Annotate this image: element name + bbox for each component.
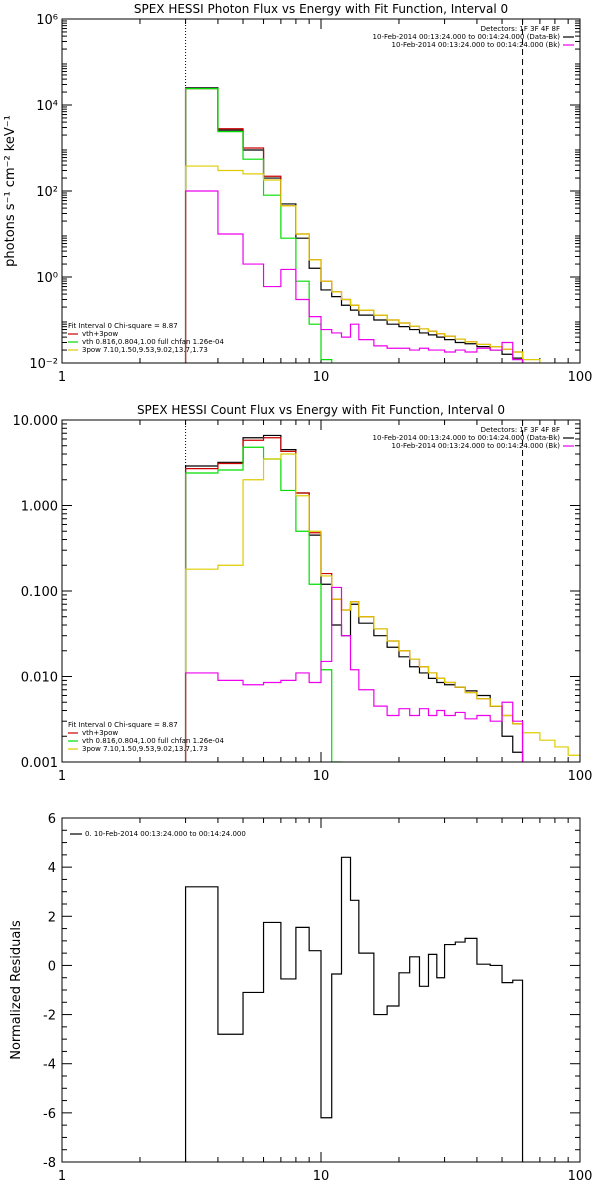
x-tick-label: 10	[313, 1169, 330, 1184]
y-tick-label: 10⁶	[36, 13, 58, 28]
y-tick-label: 0.100	[21, 585, 58, 600]
chart-panel-0: SPEX HESSI Photon Flux vs Energy with Fi…	[3, 2, 592, 385]
y-tick-label: 10²	[36, 185, 58, 200]
legend-text: vth+3pow	[82, 330, 118, 338]
legend-text: 3pow 7.10,1.50,9.53,9.02,13.7,1.73	[82, 346, 208, 354]
y-tick-label: 10⁴	[36, 99, 58, 114]
x-tick-label: 100	[568, 769, 593, 784]
y-tick-label: 10⁰	[36, 271, 58, 286]
legend-text: 10-Feb-2014 00:13:24.000 to 00:14:24.000…	[373, 33, 561, 41]
y-tick-label: 0.010	[21, 671, 58, 686]
plot-frame	[61, 419, 581, 763]
series-line-2	[184, 446, 342, 762]
plot-frame	[61, 817, 581, 1163]
plot-frame	[61, 18, 581, 364]
y-tick-label: 10.000	[13, 414, 59, 429]
legend-text: 3pow 7.10,1.50,9.53,9.02,13.7,1.73	[82, 745, 208, 753]
series-line-4	[184, 586, 524, 762]
y-tick-label: 0	[48, 959, 56, 974]
y-tick-label: 2	[48, 910, 56, 925]
legend-text: 10-Feb-2014 00:13:24.000 to 00:14:24.000…	[373, 434, 561, 442]
legend-text: vth 0.816,0.804,1.00 full chfan 1.26e-04	[82, 338, 224, 346]
y-tick-label: 0.001	[21, 756, 58, 771]
chart-panel-2: 1 10 100 -8 -6 -4 -2 0 2 4 6 Normalized Residuals 0.…	[9, 812, 592, 1184]
y-tick-label: 10⁻²	[29, 357, 58, 372]
series-group	[184, 87, 556, 363]
series-line-0	[184, 856, 524, 1162]
x-tick-label: 10	[313, 370, 330, 385]
series-line-3	[184, 453, 580, 762]
series-group	[184, 856, 524, 1162]
y-tick-label: 1.000	[21, 500, 58, 515]
y-tick-label: -8	[43, 1156, 56, 1171]
series-line-1	[184, 437, 524, 762]
legend-text: 10-Feb-2014 00:13:24.000 to 00:14:24.000…	[392, 442, 561, 450]
series-line-0	[184, 434, 524, 762]
y-axis-label: photons s⁻¹ cm⁻² keV⁻¹	[3, 115, 18, 267]
x-tick-label: 1	[58, 370, 66, 385]
legend-text: Fit Interval 0 Chi-square = 8.87	[68, 721, 178, 729]
legend-text: 10-Feb-2014 00:13:24.000 to 00:14:24.000…	[392, 41, 561, 49]
series-line-4	[184, 190, 524, 363]
y-tick-label: -6	[43, 1107, 56, 1122]
legend-text: vth 0.816,0.804,1.00 full chfan 1.26e-04	[82, 737, 224, 745]
chart-title: SPEX HESSI Count Flux vs Energy with Fit…	[137, 403, 505, 417]
chart-title: SPEX HESSI Photon Flux vs Energy with Fi…	[134, 2, 508, 16]
x-tick-label: 1	[58, 1169, 66, 1184]
y-tick-label: 4	[48, 861, 56, 876]
x-tick-label: 100	[568, 1169, 593, 1184]
chart-panel-1: SPEX HESSI Count Flux vs Energy with Fit…	[13, 403, 593, 784]
legend-text: vth+3pow	[82, 729, 118, 737]
y-axis-label: Normalized Residuals	[9, 920, 24, 1060]
legend-text: Fit Interval 0 Chi-square = 8.87	[68, 322, 178, 330]
legend-text: Detectors: 1F 3F 4F 8F	[481, 25, 560, 33]
y-tick-label: -2	[43, 1009, 56, 1024]
x-tick-label: 10	[313, 769, 330, 784]
x-tick-label: 1	[58, 769, 66, 784]
series-line-3	[184, 165, 556, 363]
legend-text: Detectors: 1F 3F 4F 8F	[481, 426, 560, 434]
x-tick-label: 100	[568, 370, 593, 385]
legend-text: 0. 10-Feb-2014 00:13:24.000 to 00:14:24.…	[85, 830, 246, 838]
y-tick-label: 6	[48, 812, 56, 827]
series-group	[184, 434, 580, 762]
y-tick-label: -4	[43, 1058, 56, 1073]
series-line-2	[184, 88, 360, 363]
